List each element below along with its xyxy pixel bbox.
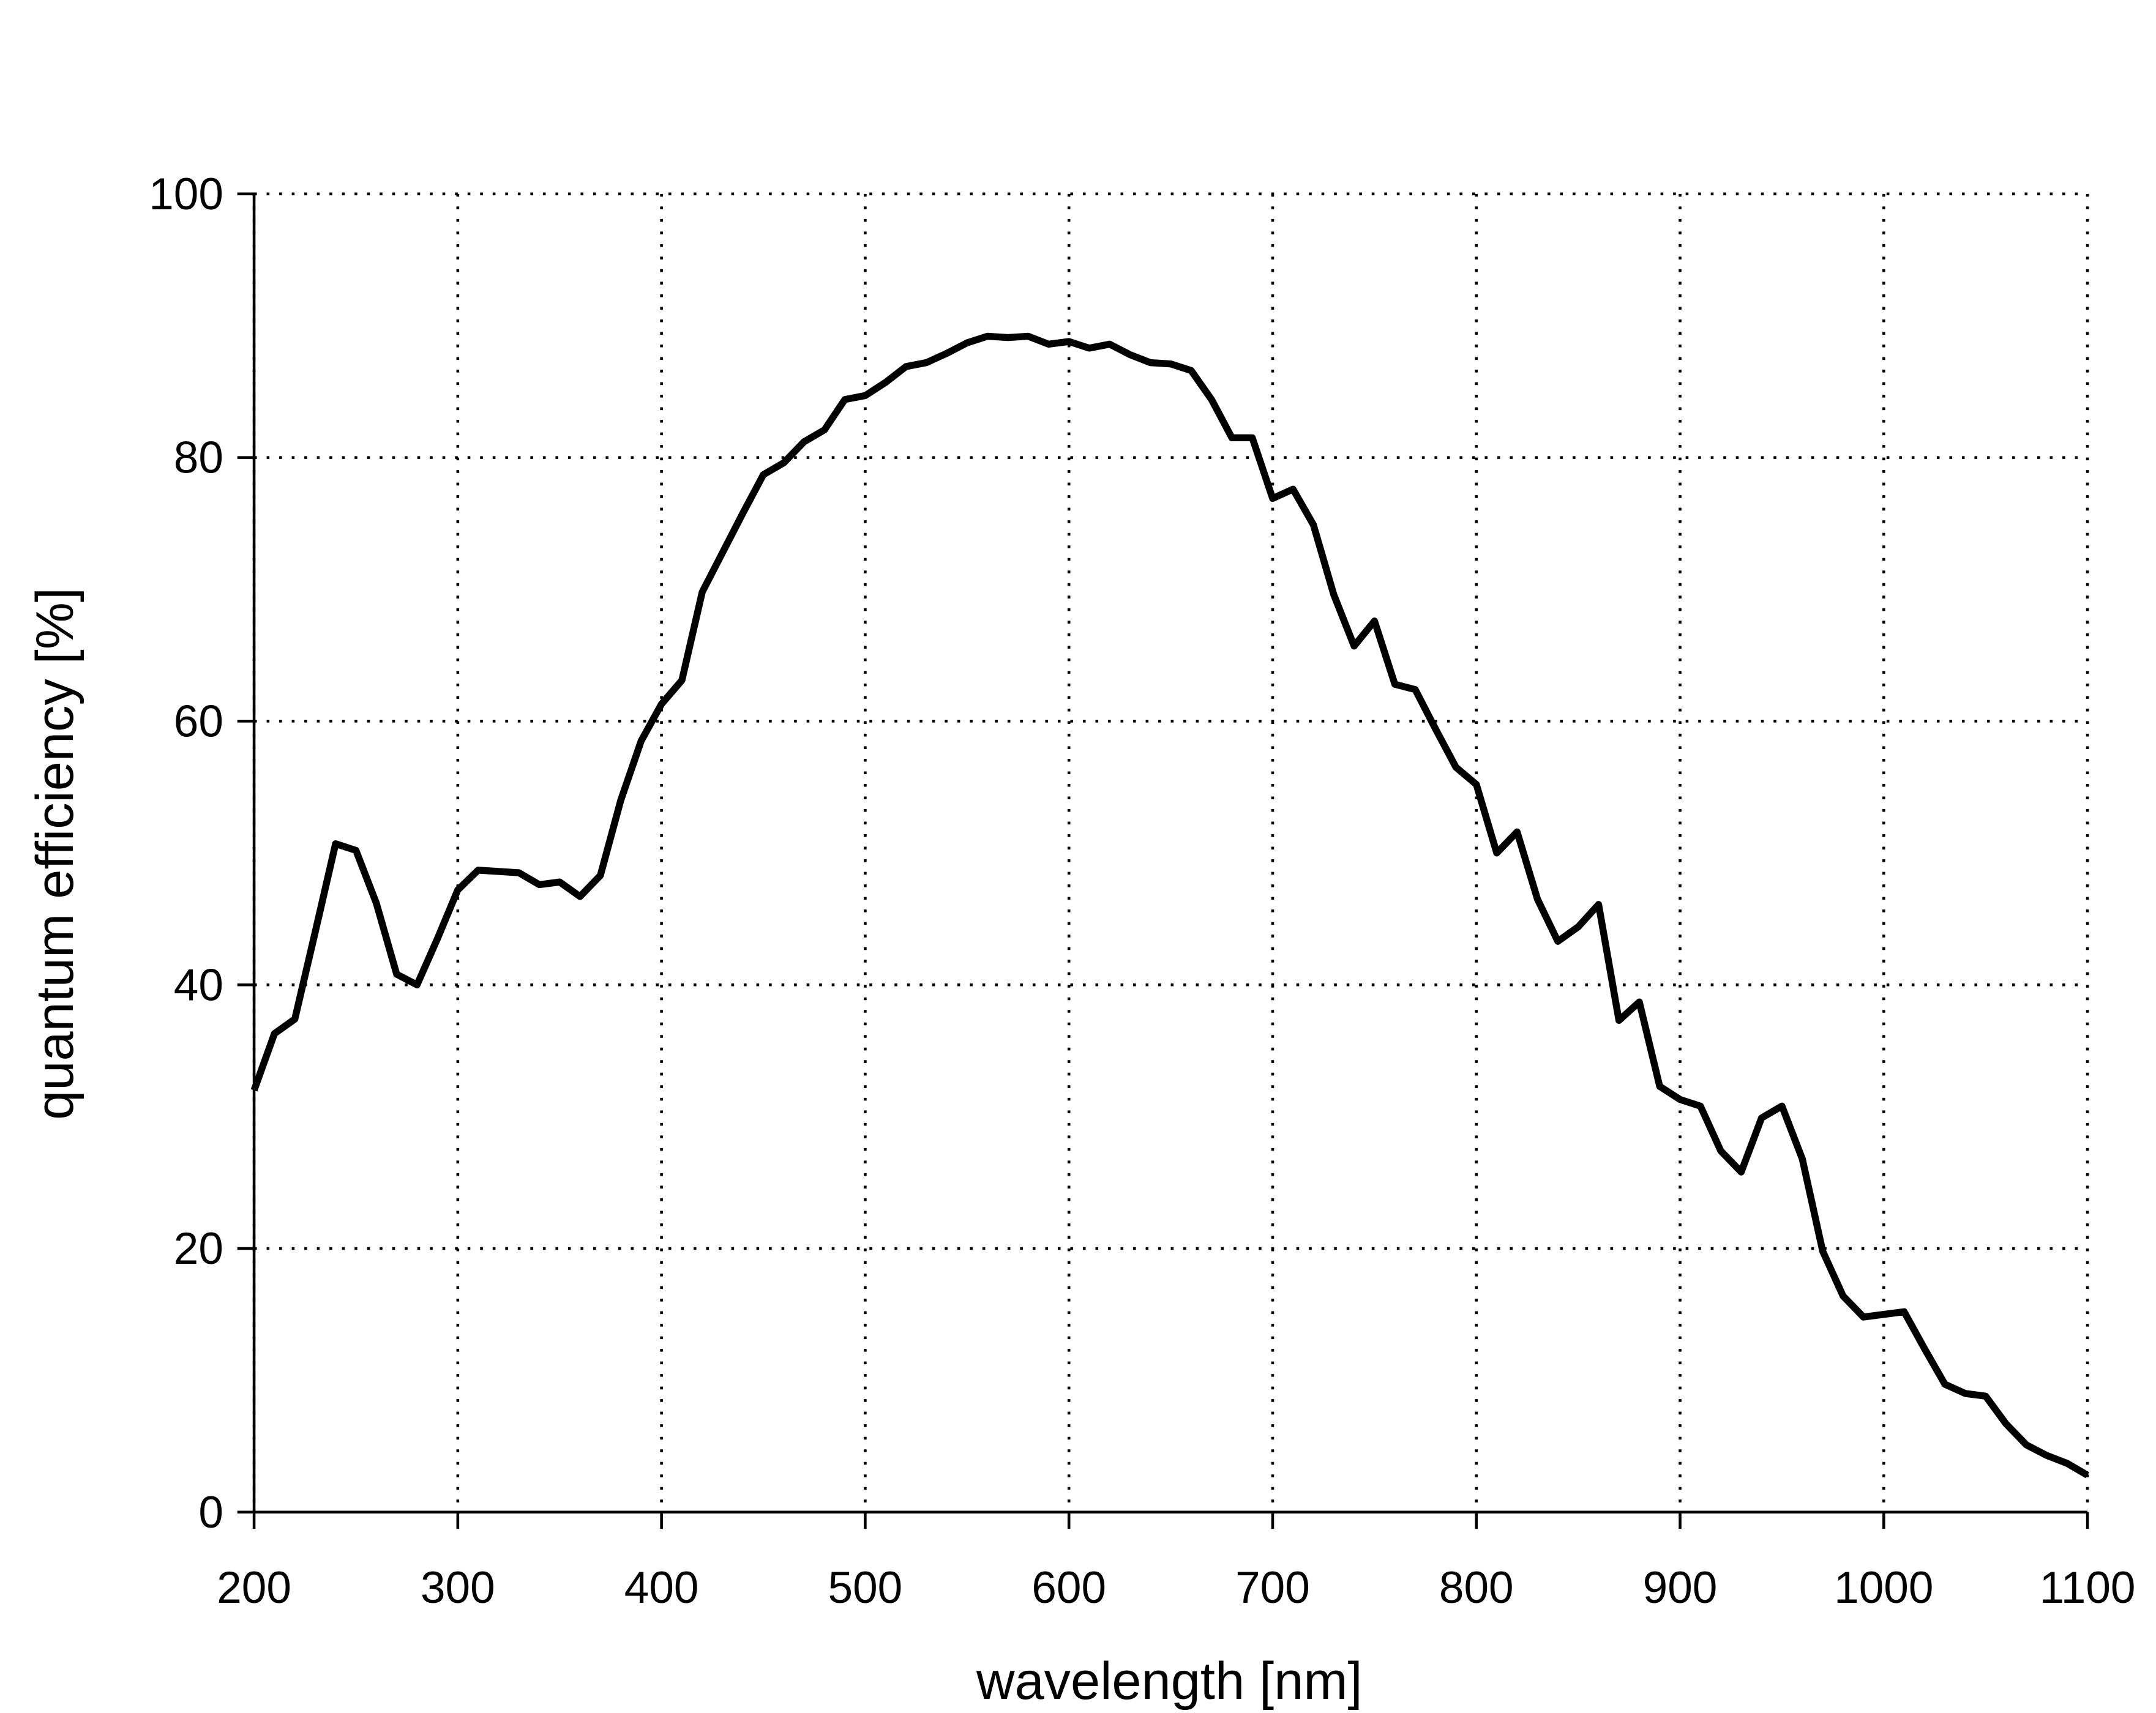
x-axis-label: wavelength [nm] [976,1652,1363,1711]
x-tick-label: 700 [1235,1563,1310,1613]
x-tick-label: 1000 [1834,1563,1933,1613]
x-tick-label: 1100 [2040,1563,2136,1613]
y-axis-label: quantum efficiency [%] [26,588,84,1120]
y-tick-label: 40 [174,960,223,1010]
x-tick-label: 500 [828,1563,903,1613]
y-tick-label: 0 [198,1488,223,1537]
y-tick-label: 80 [174,433,223,483]
y-tick-label: 20 [174,1224,223,1274]
x-tick-label: 800 [1439,1563,1514,1613]
y-tick-label: 60 [174,696,223,746]
x-tick-label: 200 [217,1563,291,1613]
x-tick-label: 300 [421,1563,495,1613]
data-line [250,332,2089,1479]
x-tick-label: 600 [1031,1563,1106,1613]
x-tick-label: 900 [1643,1563,1718,1613]
y-tick-label: 100 [149,170,223,219]
x-tick-label: 400 [624,1563,699,1613]
